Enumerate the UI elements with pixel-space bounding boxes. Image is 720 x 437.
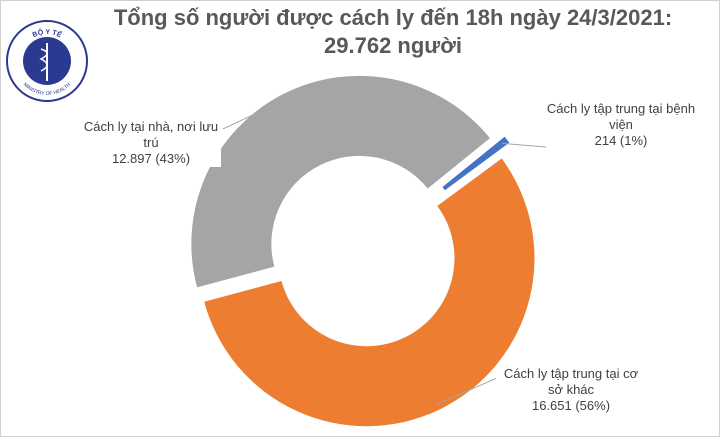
donut-slice [191,75,490,288]
leader-line [436,374,505,405]
logo: BỘ Y TẾ MINISTRY OF HEALTH [6,20,88,102]
data-label: Cách ly tập trung tại bệnh viện 214 (1%) [546,101,696,149]
category-label: Cách ly tập trung tại bệnh viện [546,101,696,132]
category-label: Cách ly tại nhà, nơi lưu trú [83,119,219,150]
donut-slice [442,136,510,191]
chart-subtitle: 29.762 người [324,33,462,58]
leader-line [502,142,547,148]
chart-title: Tổng số người được cách ly đến 18h ngày … [114,5,672,30]
logo-snake [39,48,48,72]
leader-line [222,99,287,130]
data-label: Cách ly tập trung tại cơ sở khác 16.651 (… [496,366,646,414]
value-label: 214 (1%) [594,133,648,148]
category-label: Cách ly tập trung tại cơ sở khác [503,366,639,397]
donut-slice [204,158,535,427]
value-label: 16.651 (56%) [531,398,611,413]
data-label: Cách ly tại nhà, nơi lưu trú 12.897 (43%) [81,119,221,167]
value-label: 12.897 (43%) [111,151,191,166]
